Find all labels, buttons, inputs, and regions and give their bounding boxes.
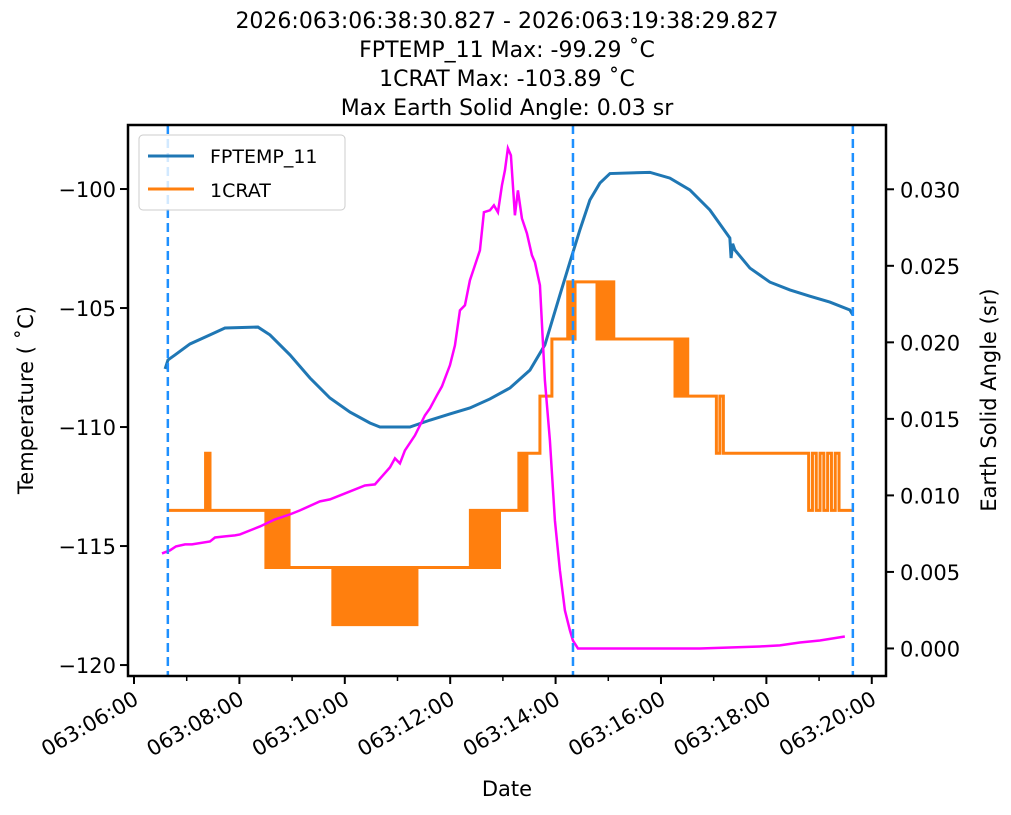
y-tick-label: −105 (58, 297, 116, 321)
y2-tick-label: 0.025 (900, 255, 960, 279)
y-axis-label: Temperature ( ˚C) (14, 306, 38, 495)
x-tick-label: 063:14:00 (459, 687, 564, 762)
y-tick-label: −100 (58, 178, 116, 202)
y2-tick-label: 0.030 (900, 178, 960, 202)
y2-tick-label: 0.005 (900, 561, 960, 585)
chart-title: 2026:063:06:38:30.827 - 2026:063:19:38:2… (235, 9, 778, 121)
y2-tick-label: 0.010 (900, 484, 960, 508)
title-line-3: 1CRAT Max: -103.89 ˚C (379, 67, 635, 92)
legend-label-1crat: 1CRAT (210, 180, 271, 202)
plot-area (161, 125, 855, 676)
y-tick-label: −120 (58, 654, 116, 678)
legend-label-fptemp: FPTEMP_11 (210, 146, 318, 168)
x-tick-label: 063:12:00 (353, 687, 458, 762)
title-line-4: Max Earth Solid Angle: 0.03 sr (341, 96, 675, 121)
x-tick-label: 063:08:00 (143, 687, 248, 762)
title-line-2: FPTEMP_11 Max: -99.29 ˚C (359, 38, 655, 63)
x-tick-label: 063:10:00 (248, 687, 353, 762)
x-axis-label: Date (482, 777, 532, 801)
y2-axis-label: Earth Solid Angle (sr) (977, 288, 1001, 511)
y-tick-label: −110 (58, 416, 116, 440)
x-tick-label: 063:06:00 (37, 687, 142, 762)
legend-frame (138, 134, 346, 211)
axes-frame (126, 123, 888, 678)
y2-tick-label: 0.000 (900, 637, 960, 661)
title-line-1: 2026:063:06:38:30.827 - 2026:063:19:38:2… (235, 9, 778, 34)
legend: FPTEMP_11 1CRAT (138, 134, 346, 211)
x-tick-label: 063:18:00 (670, 687, 775, 762)
y2-tick-label: 0.020 (900, 331, 960, 355)
y2-tick-label: 0.015 (900, 408, 960, 432)
x-tick-label: 063:16:00 (564, 687, 669, 762)
series-line-1crat (167, 280, 853, 627)
y-tick-label: −115 (58, 535, 116, 559)
series-line-fptemp-11 (163, 170, 855, 429)
x-tick-label: 063:20:00 (775, 687, 880, 762)
series-line-earth-solid-angle (161, 143, 846, 650)
